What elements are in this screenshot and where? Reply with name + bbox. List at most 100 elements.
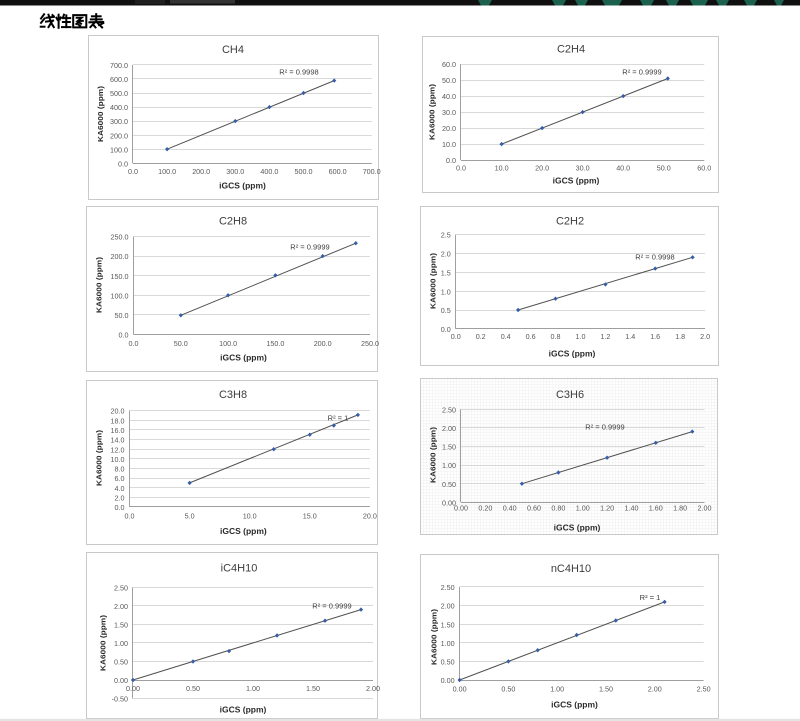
svg-text:2.0: 2.0 [700, 332, 710, 341]
svg-text:100.0: 100.0 [111, 291, 129, 300]
svg-text:100.0: 100.0 [219, 339, 237, 348]
svg-text:0.50: 0.50 [442, 480, 456, 489]
svg-text:1.00: 1.00 [550, 685, 564, 694]
svg-text:2.00: 2.00 [441, 602, 455, 611]
svg-text:R² = 0.9999: R² = 0.9999 [312, 602, 351, 611]
svg-text:400.0: 400.0 [110, 103, 128, 112]
svg-text:0.0: 0.0 [128, 167, 138, 176]
svg-text:R² = 1: R² = 1 [328, 414, 349, 423]
svg-text:20.0: 20.0 [442, 124, 456, 133]
svg-text:50.0: 50.0 [174, 339, 188, 348]
svg-text:0.00: 0.00 [114, 676, 128, 685]
svg-text:400.0: 400.0 [260, 167, 278, 176]
svg-text:0.2: 0.2 [476, 332, 486, 341]
svg-text:2.50: 2.50 [442, 405, 456, 414]
svg-text:R² = 0.9998: R² = 0.9998 [635, 253, 674, 262]
svg-text:30.0: 30.0 [576, 163, 590, 172]
svg-text:14.0: 14.0 [111, 436, 125, 445]
svg-text:8.0: 8.0 [115, 465, 125, 474]
svg-text:C3H6: C3H6 [556, 389, 584, 401]
svg-text:C3H8: C3H8 [219, 389, 247, 401]
svg-text:10.0: 10.0 [442, 140, 456, 149]
svg-text:1.8: 1.8 [675, 332, 685, 341]
svg-text:0.50: 0.50 [114, 658, 128, 667]
svg-text:200.0: 200.0 [111, 252, 129, 261]
svg-text:0.0: 0.0 [456, 163, 466, 172]
svg-text:R² = 0.9999: R² = 0.9999 [290, 243, 329, 252]
svg-text:10.0: 10.0 [111, 455, 125, 464]
svg-text:2.0: 2.0 [441, 250, 451, 259]
svg-text:KA6000 (ppm): KA6000 (ppm) [99, 614, 108, 671]
svg-text:1.40: 1.40 [625, 503, 639, 512]
svg-text:R² = 1: R² = 1 [640, 593, 661, 602]
svg-text:100.0: 100.0 [158, 167, 176, 176]
svg-text:R² = 0.9999: R² = 0.9999 [585, 423, 624, 432]
svg-text:1.50: 1.50 [442, 443, 456, 452]
svg-text:KA6000 (ppm): KA6000 (ppm) [430, 608, 439, 665]
svg-text:250.0: 250.0 [361, 339, 379, 348]
svg-text:0.0: 0.0 [446, 156, 456, 165]
svg-text:0.0: 0.0 [119, 331, 129, 340]
svg-text:0.00: 0.00 [441, 676, 455, 685]
svg-text:2.00: 2.00 [114, 602, 128, 611]
svg-text:KA6000 (ppm): KA6000 (ppm) [95, 429, 104, 486]
svg-text:50.0: 50.0 [115, 311, 129, 320]
svg-text:1.50: 1.50 [599, 685, 613, 694]
svg-text:12.0: 12.0 [111, 445, 125, 454]
svg-text:0.50: 0.50 [186, 684, 200, 693]
svg-text:300.0: 300.0 [110, 117, 128, 126]
svg-text:2.00: 2.00 [442, 424, 456, 433]
svg-text:0.0: 0.0 [115, 503, 125, 512]
svg-text:6.0: 6.0 [115, 474, 125, 483]
svg-text:1.60: 1.60 [649, 503, 663, 512]
svg-text:0.5: 0.5 [441, 306, 451, 315]
svg-text:500.0: 500.0 [110, 89, 128, 98]
svg-text:iC4H10: iC4H10 [221, 562, 258, 574]
svg-text:20.0: 20.0 [535, 163, 549, 172]
svg-text:iGCS (ppm): iGCS (ppm) [549, 348, 596, 358]
svg-text:nC4H10: nC4H10 [551, 563, 591, 575]
svg-text:0.00: 0.00 [442, 498, 456, 507]
svg-text:0.0: 0.0 [118, 159, 128, 168]
svg-text:2.00: 2.00 [366, 684, 380, 693]
svg-text:20.0: 20.0 [111, 407, 125, 416]
svg-text:16.0: 16.0 [111, 426, 125, 435]
svg-text:2.50: 2.50 [441, 583, 455, 592]
svg-text:KA6000 (ppm): KA6000 (ppm) [428, 83, 437, 140]
svg-text:40.0: 40.0 [442, 92, 456, 101]
svg-text:15.0: 15.0 [303, 512, 317, 521]
svg-text:CH4: CH4 [222, 44, 244, 56]
svg-text:2.00: 2.00 [648, 685, 662, 694]
svg-text:1.00: 1.00 [442, 461, 456, 470]
svg-text:0.60: 0.60 [527, 503, 541, 512]
svg-text:0.50: 0.50 [441, 658, 455, 667]
svg-text:500.0: 500.0 [295, 167, 313, 176]
svg-text:-0.50: -0.50 [112, 695, 128, 704]
svg-text:0.50: 0.50 [501, 685, 515, 694]
svg-text:iGCS (ppm): iGCS (ppm) [220, 526, 267, 536]
svg-text:KA6000 (ppm): KA6000 (ppm) [96, 85, 105, 142]
svg-text:iGCS (ppm): iGCS (ppm) [551, 700, 598, 710]
svg-text:600.0: 600.0 [110, 75, 128, 84]
svg-text:0.40: 0.40 [503, 503, 517, 512]
svg-text:1.00: 1.00 [114, 639, 128, 648]
svg-text:C2H8: C2H8 [219, 215, 247, 227]
svg-text:iGCS (ppm): iGCS (ppm) [220, 353, 267, 363]
svg-text:600.0: 600.0 [329, 167, 347, 176]
svg-text:40.0: 40.0 [616, 163, 630, 172]
svg-text:C2H4: C2H4 [557, 43, 585, 55]
svg-text:1.0: 1.0 [441, 287, 451, 296]
svg-text:1.50: 1.50 [306, 684, 320, 693]
svg-text:0.0: 0.0 [441, 325, 451, 334]
svg-text:0.80: 0.80 [551, 503, 565, 512]
svg-text:30.0: 30.0 [442, 108, 456, 117]
svg-text:250.0: 250.0 [111, 233, 129, 242]
svg-text:0.0: 0.0 [451, 332, 461, 341]
svg-text:0.4: 0.4 [501, 332, 511, 341]
svg-text:100.0: 100.0 [110, 145, 128, 154]
svg-text:1.80: 1.80 [673, 503, 687, 512]
svg-text:1.50: 1.50 [114, 621, 128, 630]
svg-text:5.0: 5.0 [185, 512, 195, 521]
svg-text:4.0: 4.0 [115, 484, 125, 493]
svg-text:iGCS (ppm): iGCS (ppm) [553, 176, 600, 186]
